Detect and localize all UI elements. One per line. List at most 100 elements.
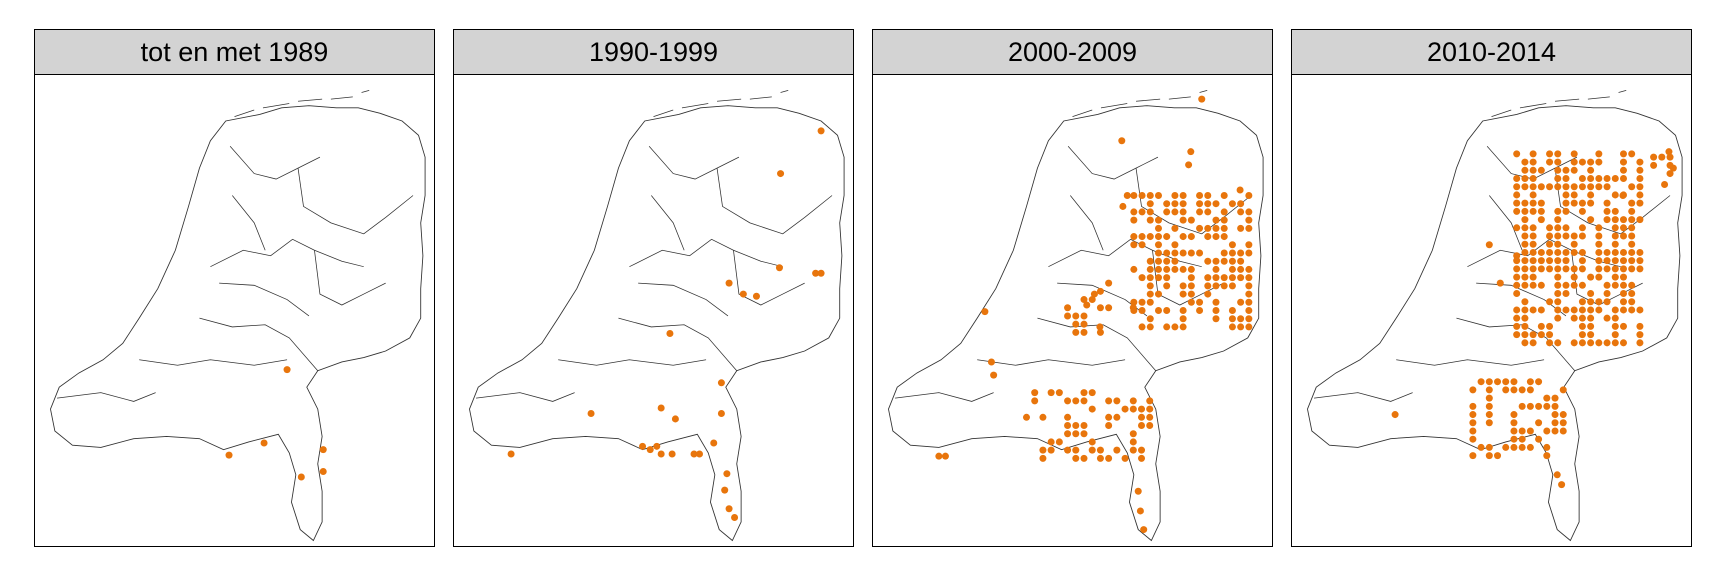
observation-dot [1521,216,1529,224]
observation-dot [1080,422,1088,430]
observation-dot [1611,248,1619,256]
observation-dot [1603,175,1611,183]
observation-dot [1080,454,1088,462]
observation-dot [1080,328,1088,336]
observation-dot [1138,241,1146,249]
observation-dot [1163,208,1171,216]
observation-dot [1554,183,1562,191]
observation-dot [1529,158,1537,166]
observation-dot [1529,281,1537,289]
observation-dot [1543,402,1551,410]
observation-dot [1559,411,1567,419]
observation-dot [1546,298,1554,306]
observation-dot [1636,257,1644,265]
observation-dot [1031,389,1039,397]
observation-dot [1146,422,1154,430]
observation-dot [1521,240,1529,248]
observation-dot [1154,257,1162,265]
observation-dot [1212,315,1220,323]
observation-dot [1619,248,1627,256]
observation-dot [1554,216,1562,224]
observation-dot [260,439,268,447]
observation-dot [1080,296,1088,304]
observation-dot [1171,191,1179,199]
observation-dot [1628,216,1636,224]
observation-dot [1636,331,1644,339]
observation-dot [1072,328,1080,336]
observation-dot [1587,183,1595,191]
province-border [638,282,729,317]
observation-dot [1521,207,1529,215]
observation-dot [1138,233,1146,241]
observation-dot [1212,224,1220,232]
observation-dot [1237,265,1245,273]
observation-dot [990,371,998,379]
observation-dot [1187,249,1195,257]
observation-dot [1129,304,1137,312]
observation-dot [1179,208,1187,216]
observation-dot [817,127,825,135]
observation-dot [1578,175,1586,183]
observation-dot [1562,166,1570,174]
observation-dot [1485,419,1493,427]
observation-dot [1628,306,1636,314]
observation-dot [1546,150,1554,158]
country-outline [888,105,1264,542]
observation-dot [1554,265,1562,273]
observation-dot [653,442,661,450]
observation-dot [1129,446,1137,454]
observation-dot [1562,257,1570,265]
observation-dot [1072,397,1080,405]
observation-dot [1628,298,1636,306]
province-border [219,282,310,317]
observation-dot [731,514,739,522]
observation-dot [1163,323,1171,331]
observation-dot [1529,191,1537,199]
province-border [234,109,255,117]
observation-dot [1559,427,1567,435]
observation-dot [1570,191,1578,199]
observation-dot [1187,298,1195,306]
province-border [1100,103,1128,109]
observation-dot [1080,397,1088,405]
observation-dot [1529,257,1537,265]
observation-dot [1529,166,1537,174]
map [888,89,1264,542]
observation-dot [1469,427,1477,435]
observation-dot [1510,419,1518,427]
observation-dot [1529,265,1537,273]
observation-dot [1529,224,1537,232]
observation-dot [1636,322,1644,330]
observation-dot [1245,290,1253,298]
observation-dot [1595,240,1603,248]
observation-dot [1636,248,1644,256]
observation-dot [666,329,674,338]
observation-dot [1603,298,1611,306]
observation-dot [1245,224,1253,232]
observation-dot [1138,274,1146,282]
observation-dot [1619,191,1627,199]
observation-dot [1130,241,1138,249]
observation-dot [1513,252,1521,260]
observation-dot [1619,322,1627,330]
observation-dot [1047,389,1055,397]
observation-dot [1154,265,1162,273]
observation-dot [1603,248,1611,256]
observation-dot [1628,183,1636,191]
observation-dot [1080,320,1088,328]
observation-dot [1628,224,1636,232]
observation-dot [1146,397,1154,405]
observation-dot [1570,306,1578,314]
observation-dot [1521,298,1529,306]
observation-dot [1198,95,1206,103]
observation-dot [1237,208,1245,216]
observation-dot [1212,265,1220,273]
observation-dot [1179,249,1187,257]
observation-dot [1485,386,1493,394]
observation-dot [1570,314,1578,322]
observation-dot [1636,306,1644,314]
observation-dot [1611,257,1619,265]
observation-dot [1636,158,1644,166]
observation-dot [1064,413,1072,421]
observation-dot [1543,394,1551,402]
